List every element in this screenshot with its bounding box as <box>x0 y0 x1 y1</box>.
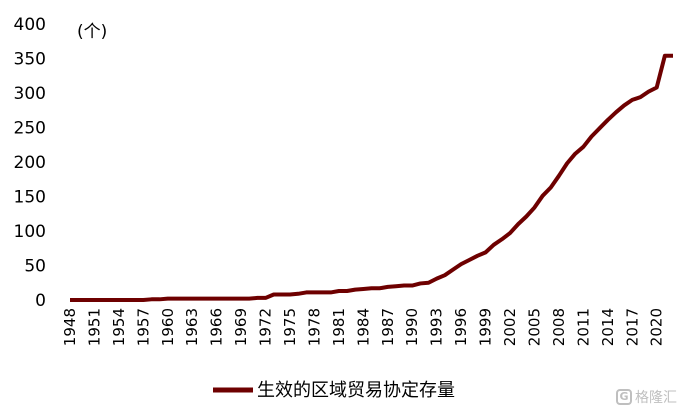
x-tick-label: 1996 <box>452 308 470 346</box>
x-tick-label: 1975 <box>281 308 299 346</box>
x-tick-label: 1969 <box>232 308 250 346</box>
x-tick-label: 2002 <box>501 308 519 346</box>
watermark-logo-icon: G <box>616 389 632 405</box>
x-tick-label: 1948 <box>61 308 79 346</box>
x-tick-label: 1981 <box>330 308 348 346</box>
y-tick-label: 350 <box>14 50 46 70</box>
watermark-text: 格隆汇 <box>635 390 677 406</box>
y-tick-label: 100 <box>14 222 46 242</box>
x-tick-label: 2008 <box>550 308 568 346</box>
x-tick-label: 1966 <box>208 308 226 346</box>
series-line <box>70 53 673 302</box>
y-tick-label: 150 <box>14 188 46 208</box>
x-tick-label: 1972 <box>257 308 275 346</box>
x-tick-label: 1963 <box>183 308 201 346</box>
x-tick-label: 1951 <box>85 308 103 346</box>
plot-area <box>70 53 673 302</box>
y-tick-label: 250 <box>14 119 46 139</box>
legend: 生效的区域贸易协定存量 <box>213 380 455 401</box>
x-tick-label: 1990 <box>403 308 421 346</box>
y-axis: 0 50 100 150 200 250 300 350 400 <box>14 15 46 311</box>
x-tick-label: 1987 <box>379 308 397 346</box>
x-tick-label: 1954 <box>110 308 128 346</box>
x-tick-label: 1984 <box>354 308 372 346</box>
x-tick-label: 1978 <box>305 308 323 346</box>
x-axis: 1948 1951 1954 1957 1960 1963 1966 1969 1972 1975… <box>61 308 666 346</box>
x-tick-label: 2020 <box>648 308 666 346</box>
legend-label: 生效的区域贸易协定存量 <box>257 380 455 401</box>
x-tick-label: 2014 <box>599 308 617 346</box>
y-tick-label: 300 <box>14 84 46 104</box>
x-tick-label: 2011 <box>574 308 592 346</box>
x-tick-label: 2017 <box>623 308 641 346</box>
watermark: G 格隆汇 <box>616 387 677 407</box>
y-tick-label: 0 <box>35 291 46 311</box>
x-tick-label: 1993 <box>428 308 446 346</box>
y-tick-label: 50 <box>24 257 46 277</box>
x-tick-label: 1999 <box>477 308 495 346</box>
unit-label: (个) <box>77 22 107 42</box>
x-tick-label: 1960 <box>159 308 177 346</box>
x-tick-label: 2005 <box>525 308 543 346</box>
y-tick-label: 400 <box>14 15 46 35</box>
x-tick-label: 1957 <box>134 308 152 346</box>
y-tick-label: 200 <box>14 153 46 173</box>
